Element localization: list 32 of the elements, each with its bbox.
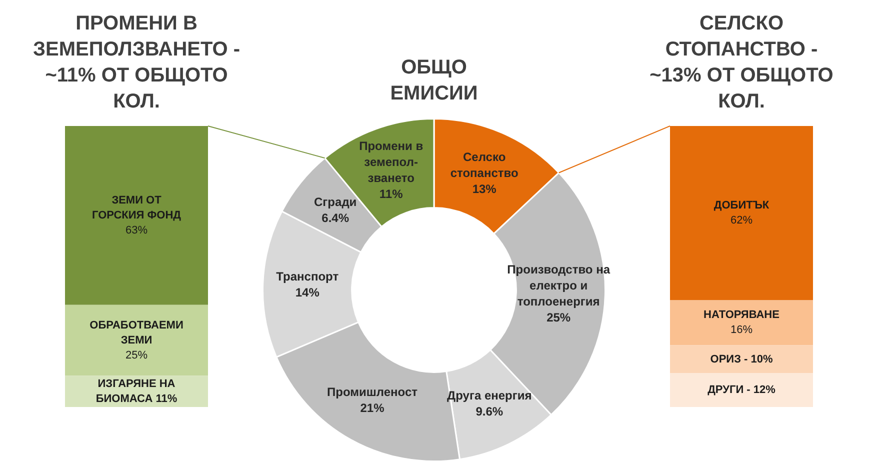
data-label: 14% [295, 286, 320, 300]
chart-title: ПРОМЕНИ В ЗЕМЕПОЛЗВАНЕТО - ~11% ОТ ОБЩОТО КОЛ. [32, 12, 240, 113]
data-label: 13% [472, 182, 497, 196]
series-label: ЗЕМИ ОТ ГОРСКИЯ ФОНД [92, 194, 182, 222]
slice-label: Селско стопанство [450, 150, 518, 180]
series-label: ОБРАБОТВАЕМИ ЗЕМИ [90, 319, 184, 346]
bar [670, 345, 813, 374]
bar [670, 300, 813, 346]
text: ОРИЗ - 10% [710, 353, 773, 366]
series-label: НАТОРЯВАНЕ [704, 309, 780, 322]
data-label: 21% [360, 400, 385, 415]
data-label: 16% [730, 324, 753, 336]
slice-label: Производство на електро и топлоенергия [507, 262, 610, 308]
bar [670, 373, 813, 407]
chart-title: СЕЛСКО СТОПАНСТВО - ~13% ОТ ОБЩОТО КОЛ. [650, 12, 834, 113]
text: ДРУГИ - 12% [708, 384, 776, 396]
data-label: 25% [546, 310, 571, 324]
series-label: ДОБИТЪК [714, 200, 770, 212]
slice-label: Промишленост [327, 384, 418, 399]
data-label: 11% [379, 187, 404, 202]
data-label: 62% [730, 214, 753, 227]
data-label: 25% [125, 349, 148, 362]
data-label: 6.4% [322, 210, 350, 225]
data-label: 9.6% [476, 404, 504, 418]
slice-label: Сгради [314, 194, 357, 209]
slice-label: Промени в земепол-зването [359, 139, 424, 186]
slice-label: Друга енергия [447, 388, 532, 402]
bar [670, 126, 813, 300]
data-label: 63% [125, 224, 148, 236]
text: ИЗГАРЯНЕ НА БИОМАСА 11% [96, 378, 178, 405]
slice-label: Транспорт [276, 270, 339, 284]
chart-title: ОБЩО ЕМИСИИ [390, 56, 478, 105]
